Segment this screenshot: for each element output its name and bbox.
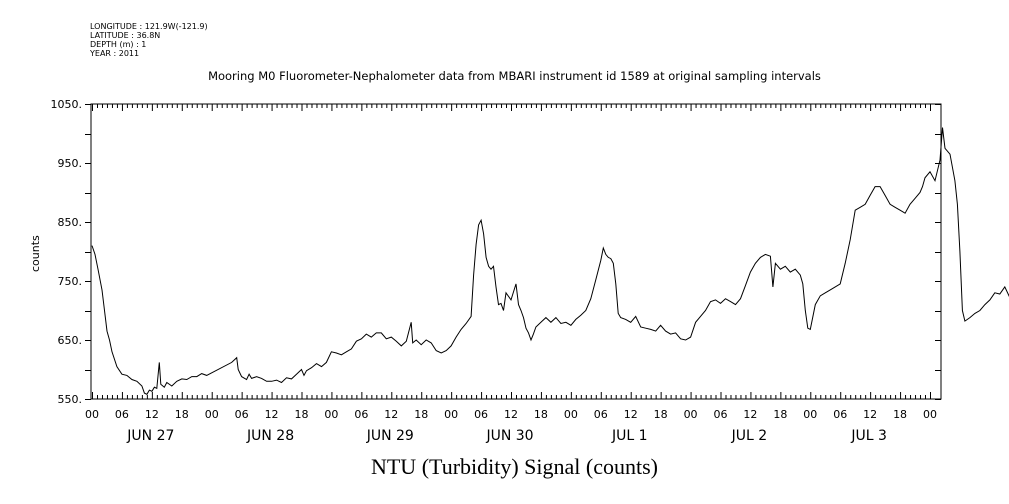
y-tick-label: 650. — [58, 334, 83, 347]
x-hour-tick-label: 06 — [474, 408, 488, 421]
longitude-label: LONGITUDE : 121.9W(-121.9) — [90, 22, 208, 31]
x-hour-tick-label: 12 — [384, 408, 398, 421]
x-hour-tick-label: 18 — [654, 408, 668, 421]
plot-frame — [90, 103, 942, 400]
x-hour-tick-label: 06 — [833, 408, 847, 421]
x-hour-tick-label: 00 — [444, 408, 458, 421]
x-hour-tick-label: 12 — [863, 408, 877, 421]
depth-label: DEPTH (m) : 1 — [90, 40, 147, 49]
latitude-label: LATITUDE : 36.8N — [90, 31, 161, 40]
axis-tick-labels: 00 06 12 18 00 06 12 18 00 06 12 18 00 06 12 18 00 06 12 18… — [51, 98, 938, 444]
x-hour-tick-label: 00 — [324, 408, 338, 421]
x-day-label: JUN 27 — [126, 428, 174, 444]
x-hour-tick-label: 12 — [145, 408, 159, 421]
x-hour-tick-label: 00 — [205, 408, 219, 421]
x-day-label: JUL 1 — [611, 428, 648, 444]
x-hour-tick-label: 18 — [534, 408, 548, 421]
x-day-label: JUL 2 — [731, 428, 768, 444]
x-day-label: JUN 29 — [366, 428, 414, 444]
x-hour-tick-label: 06 — [354, 408, 368, 421]
y-tick-label: 950. — [58, 157, 83, 170]
x-hour-tick-label: 18 — [893, 408, 907, 421]
year-label: YEAR : 2011 — [90, 49, 140, 58]
x-hour-tick-label: 18 — [175, 408, 189, 421]
x-hour-tick-label: 00 — [923, 408, 937, 421]
y-tick-label: 750. — [58, 275, 83, 288]
x-hour-tick-label: 06 — [235, 408, 249, 421]
x-hour-tick-label: 06 — [594, 408, 608, 421]
x-hour-tick-label: 06 — [115, 408, 129, 421]
x-hour-tick-label: 00 — [564, 408, 578, 421]
x-hour-tick-label: 12 — [743, 408, 757, 421]
x-axis-label: NTU (Turbidity) Signal (counts) — [370, 454, 658, 479]
x-hour-tick-label: 12 — [624, 408, 638, 421]
x-hour-tick-label: 12 — [265, 408, 279, 421]
x-hour-tick-label: 00 — [803, 408, 817, 421]
x-hour-tick-label: 12 — [504, 408, 518, 421]
x-day-label: JUN 30 — [485, 428, 533, 444]
axis-ticks — [85, 104, 941, 400]
chart-title: Mooring M0 Fluorometer-Nephalometer data… — [208, 69, 821, 83]
y-tick-label: 1050. — [51, 98, 83, 111]
x-hour-tick-label: 18 — [773, 408, 787, 421]
metadata-block: LONGITUDE : 121.9W(-121.9) LATITUDE : 36… — [90, 22, 208, 58]
y-tick-label: 850. — [58, 216, 83, 229]
y-tick-label: 550. — [58, 393, 83, 406]
x-day-label: JUL 3 — [850, 428, 887, 444]
x-hour-tick-label: 18 — [295, 408, 309, 421]
series-line — [91, 127, 1009, 395]
x-hour-tick-label: 06 — [714, 408, 728, 421]
x-hour-tick-label: 18 — [414, 408, 428, 421]
x-hour-tick-label: 00 — [85, 408, 99, 421]
x-day-label: JUN 28 — [246, 428, 294, 444]
x-hour-tick-label: 00 — [684, 408, 698, 421]
